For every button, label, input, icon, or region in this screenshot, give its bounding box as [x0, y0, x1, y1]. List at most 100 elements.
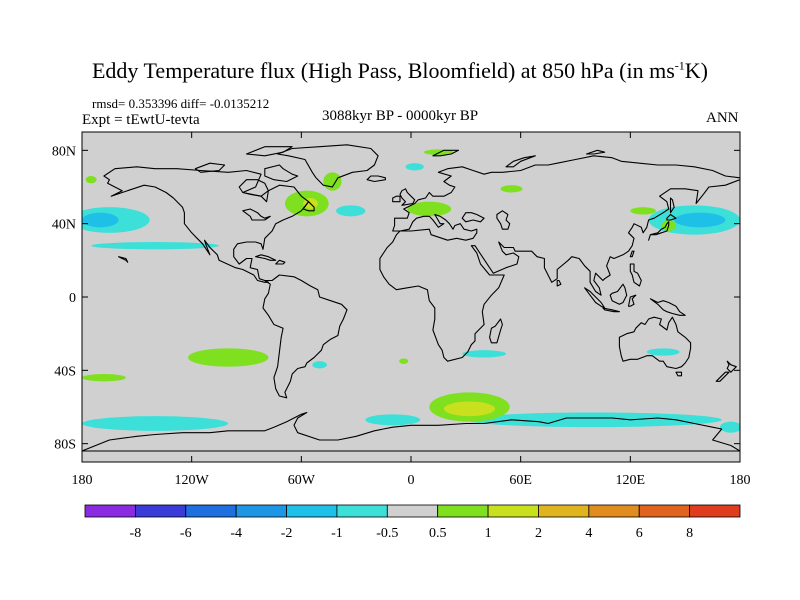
- lat-tick-label: 0: [69, 291, 76, 306]
- axis-ticks: 80N 40N 0 40S 80S 180 120W 60W 0 60E 120E 180: [52, 132, 751, 488]
- coastline-hispaniola: [275, 259, 286, 265]
- coastline-victoria-island: [194, 162, 226, 173]
- lat-tick-label: 80N: [52, 144, 76, 159]
- coastline-hokkaido: [666, 213, 677, 221]
- colorbar-box: [336, 504, 388, 518]
- colorbar-box: [487, 504, 539, 518]
- coastline-sulawesi: [627, 294, 637, 307]
- field-patch-asia-north-positive: [500, 185, 523, 193]
- colorbar-label: 0.5: [429, 526, 447, 541]
- lat-tick-label: 40N: [52, 218, 76, 233]
- field-patch-southern-ocean-band-east: [465, 412, 722, 428]
- field-patch-southern-ocean-band-mid: [365, 414, 421, 426]
- lon-tick-label: 120W: [175, 473, 210, 488]
- coastline-antarctica: [82, 411, 740, 452]
- colorbar-box: [235, 504, 287, 518]
- field-patch-atlantic-south-positive: [399, 358, 409, 364]
- colorbar-label: 6: [636, 526, 643, 541]
- colorbar-label: 8: [686, 526, 693, 541]
- field-patch-south-pacific-west-positive: [82, 374, 126, 382]
- period-label: 3088kyr BP - 0000kyr BP: [322, 108, 479, 124]
- coastline-layer: [82, 144, 740, 452]
- colorbar-box: [386, 504, 439, 518]
- coastline-taiwan: [629, 250, 635, 258]
- coastline-sri-lanka: [556, 279, 562, 287]
- coastline-java: [602, 307, 620, 313]
- coastline-tasmania: [675, 371, 683, 377]
- coastline-new-zealand-north: [726, 360, 737, 373]
- lon-tick-label: 60W: [288, 473, 316, 488]
- coastline-sakhalin: [669, 197, 675, 214]
- colorbar-box: [134, 504, 187, 518]
- coastline-ireland: [392, 195, 401, 203]
- field-patch-australia-south-negative: [646, 348, 680, 356]
- field-patch-asia-positive: [630, 207, 656, 215]
- coastline-newfoundland: [302, 201, 315, 212]
- colorbar-label: -1: [331, 526, 343, 541]
- colorbar-box: [588, 504, 640, 518]
- colorbar-box: [689, 504, 741, 518]
- field-patch-north-atlantic-east: [336, 205, 366, 217]
- coastline-caspian-sea: [496, 210, 511, 230]
- coastline-madagascar: [489, 318, 503, 344]
- field-patch-africa-south-negative: [462, 350, 507, 358]
- coastline-philippines: [629, 263, 642, 287]
- lat-tick-label: 40S: [54, 364, 76, 379]
- coastline-great-lakes: [242, 208, 271, 221]
- colorbar-box: [538, 504, 590, 518]
- field-patch-greenland-positive: [323, 172, 342, 191]
- coastline-baffin-island: [264, 164, 299, 183]
- lon-tick-label: 60E: [509, 473, 532, 488]
- stats-text: rmsd= 0.353396 diff= -0.0135212: [92, 96, 270, 111]
- colorbar-box: [286, 504, 338, 518]
- lon-tick-label: 180: [730, 473, 751, 488]
- coastline-svalbard: [432, 149, 460, 157]
- title-text: Eddy Temperature flux (High Pass, Bloomf…: [91, 58, 675, 83]
- colorbar-box: [84, 504, 136, 518]
- colorbar-label: -8: [130, 526, 142, 541]
- colorbar-label: -0.5: [376, 526, 398, 541]
- coastline-novaya-zemlya: [505, 155, 536, 168]
- coastline-cuba: [255, 254, 277, 261]
- field-patch-north-pacific-band-west: [91, 242, 220, 250]
- lon-tick-label: 0: [408, 473, 415, 488]
- coastline-eurasia-africa: [379, 155, 740, 362]
- colorbar: -8 -6 -4 -2 -1 -0.5 0.5 1 2 4 6 8: [84, 504, 741, 541]
- colorbar-box: [638, 504, 691, 518]
- coastline-hudson-bay: [238, 179, 269, 197]
- coastline-great-britain: [399, 188, 416, 206]
- coastline-new-zealand-south: [715, 371, 730, 382]
- coastline-hawaii: [118, 256, 129, 263]
- field-patch-north-pacific-west-core: [82, 212, 119, 228]
- colorbar-label: 4: [585, 526, 592, 541]
- coastline-japan: [648, 221, 670, 241]
- coastline-greenland: [277, 144, 379, 188]
- colorbar-box: [185, 504, 237, 518]
- experiment-label: Expt = tEwtU-tevta: [82, 112, 200, 128]
- colorbar-box: [437, 504, 489, 518]
- field-patch-north-pacific-east-core: [674, 212, 726, 228]
- field-patch-south-america-negative: [312, 361, 327, 369]
- coastline-australia: [618, 316, 692, 370]
- field-layer: [82, 149, 740, 433]
- lon-tick-label: 180: [72, 473, 93, 488]
- lat-tick-label: 80S: [54, 438, 76, 453]
- field-patch-alaska-positive: [85, 176, 97, 184]
- coastline-borneo: [609, 283, 628, 305]
- colorbar-label: -4: [230, 526, 242, 541]
- coastline-south-america: [262, 274, 348, 399]
- title-unit-exponent: -1: [674, 58, 685, 73]
- coastline-ellesmere-island: [245, 146, 293, 157]
- season-label: ANN: [706, 110, 739, 126]
- map-title: Eddy Temperature flux (High Pass, Bloomf…: [0, 58, 800, 84]
- coastline-black-sea: [461, 212, 485, 223]
- lon-tick-label: 120E: [616, 473, 646, 488]
- field-patch-barents-negative: [405, 163, 424, 171]
- colorbar-label: 1: [485, 526, 492, 541]
- colorbar-label: -2: [281, 526, 293, 541]
- field-patch-southern-ocean-band-west: [82, 416, 229, 431]
- colorbar-label: -6: [180, 526, 192, 541]
- coastline-new-guinea: [649, 298, 686, 316]
- title-unit-suffix: K): [684, 58, 708, 83]
